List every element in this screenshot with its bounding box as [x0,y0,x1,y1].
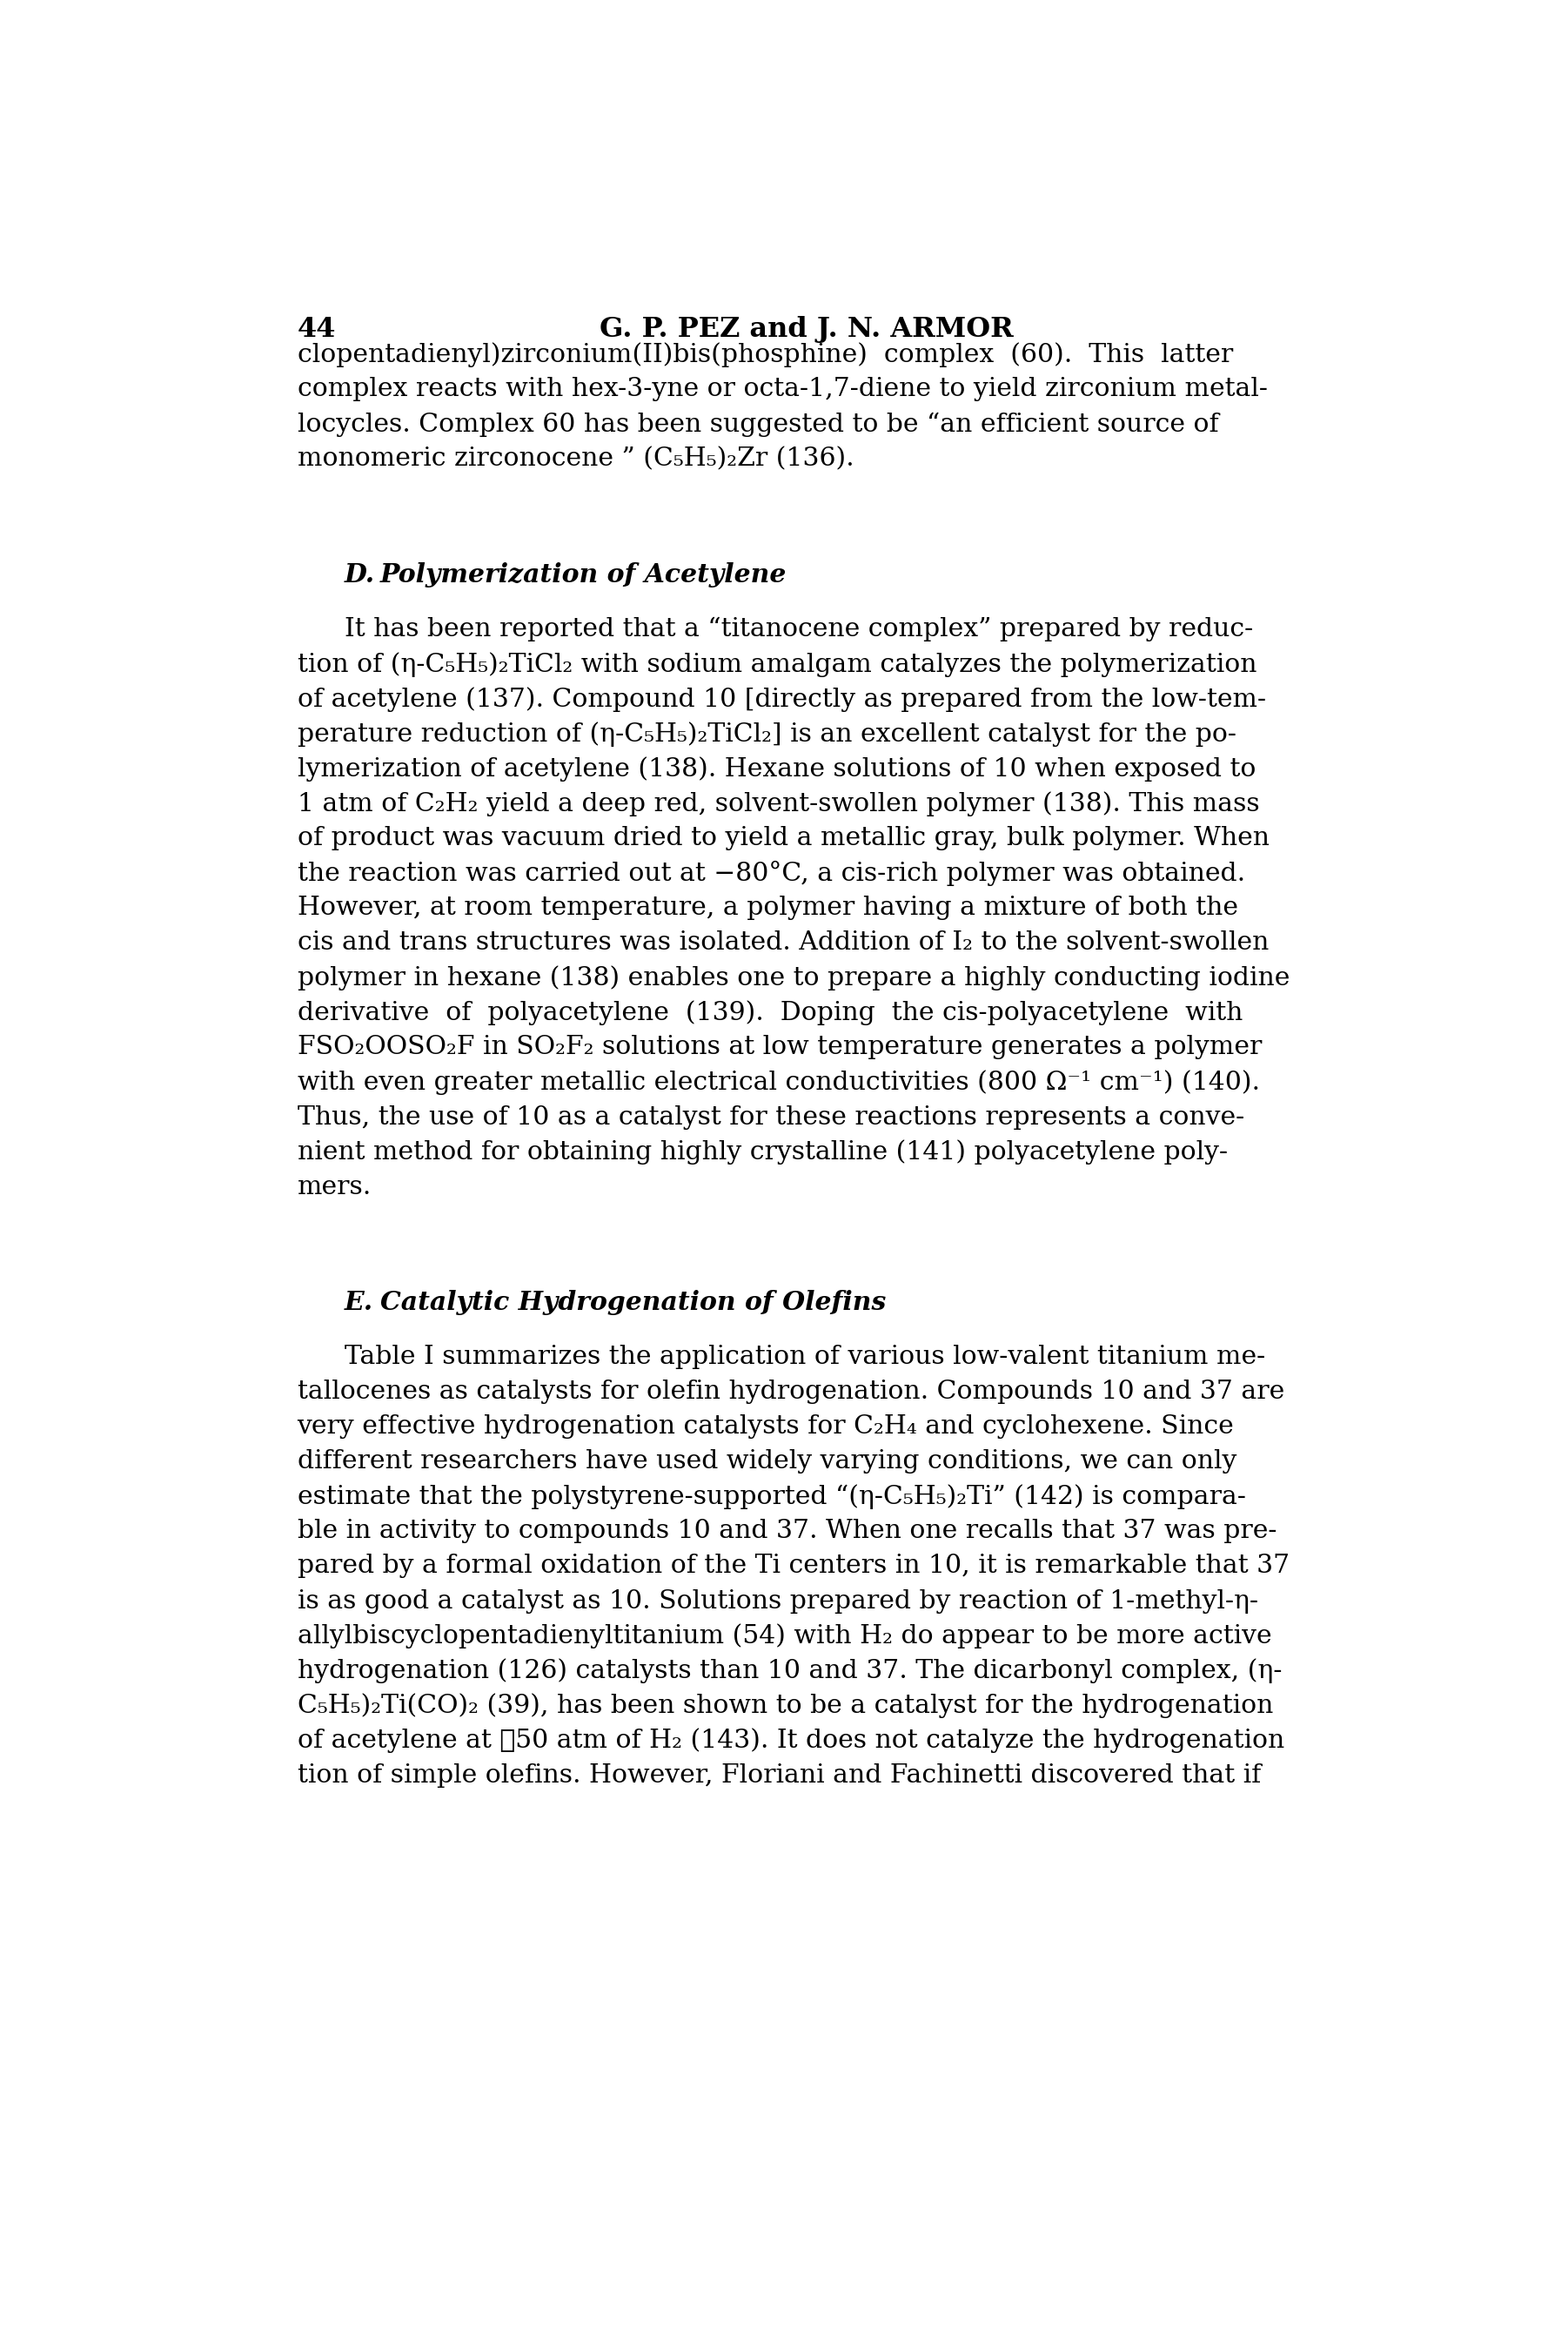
Text: perature reduction of (η-C₅H₅)₂TiCl₂] is an excellent catalyst for the po-: perature reduction of (η-C₅H₅)₂TiCl₂] is… [298,721,1236,747]
Text: mers.: mers. [298,1175,372,1198]
Text: of product was vacuum dried to yield a metallic gray, bulk polymer. When: of product was vacuum dried to yield a m… [298,827,1269,851]
Text: cis and trans structures was isolated. Addition of I₂ to the solvent-swollen: cis and trans structures was isolated. A… [298,931,1269,954]
Text: complex reacts with hex-3-yne or octa-1,7-diene to yield zirconium metal-: complex reacts with hex-3-yne or octa-1,… [298,376,1267,402]
Text: hydrogenation (126) catalysts than 10 and 37. The dicarbonyl complex, (η-: hydrogenation (126) catalysts than 10 an… [298,1659,1281,1683]
Text: ble in activity to compounds 10 and 37. When one recalls that 37 was pre-: ble in activity to compounds 10 and 37. … [298,1518,1276,1544]
Text: 44: 44 [298,315,336,343]
Text: estimate that the polystyrene-supported “(η-C₅H₅)₂Ti” (142) is compara-: estimate that the polystyrene-supported … [298,1485,1245,1509]
Text: It has been reported that a “titanocene complex” prepared by reduc-: It has been reported that a “titanocene … [345,618,1253,642]
Text: different researchers have used widely varying conditions, we can only: different researchers have used widely v… [298,1450,1236,1473]
Text: derivative  of  polyacetylene  (139).  Doping  the cis-polyacetylene  with: derivative of polyacetylene (139). Dopin… [298,1001,1242,1025]
Text: FSO₂OOSO₂F in SO₂F₂ solutions at low temperature generates a polymer: FSO₂OOSO₂F in SO₂F₂ solutions at low tem… [298,1036,1262,1060]
Text: G. P. PEZ and J. N. ARMOR: G. P. PEZ and J. N. ARMOR [599,315,1013,343]
Text: C₅H₅)₂Ti(CO)₂ (39), has been shown to be a catalyst for the hydrogenation: C₅H₅)₂Ti(CO)₂ (39), has been shown to be… [298,1694,1273,1718]
Text: polymer in hexane (138) enables one to prepare a highly conducting iodine: polymer in hexane (138) enables one to p… [298,966,1289,992]
Text: allylbiscyclopentadienyltitanium (54) with H₂ do appear to be more active: allylbiscyclopentadienyltitanium (54) wi… [298,1624,1272,1650]
Text: pared by a formal oxidation of the Ti centers in 10, it is remarkable that 37: pared by a formal oxidation of the Ti ce… [298,1553,1289,1579]
Text: of acetylene (137). Compound 10 [directly as prepared from the low-tem-: of acetylene (137). Compound 10 [directl… [298,686,1265,712]
Text: clopentadienyl)zirconium(II)bis(phosphine)  complex  (60).  This  latter: clopentadienyl)zirconium(II)bis(phosphin… [298,343,1232,367]
Text: the reaction was carried out at −80°C, a cis-rich polymer was obtained.: the reaction was carried out at −80°C, a… [298,860,1245,886]
Text: Table I summarizes the application of various low-valent titanium me-: Table I summarizes the application of va… [345,1344,1265,1370]
Text: is as good a catalyst as 10. Solutions prepared by reaction of 1-methyl-η-: is as good a catalyst as 10. Solutions p… [298,1589,1258,1612]
Text: Polymerization of Acetylene: Polymerization of Acetylene [381,562,787,588]
Text: of acetylene at ∲50 atm of H₂ (143). It does not catalyze the hydrogenation: of acetylene at ∲50 atm of H₂ (143). It … [298,1727,1284,1753]
Text: D.: D. [345,562,394,588]
Text: monomeric zirconocene ” (C₅H₅)₂Zr (136).: monomeric zirconocene ” (C₅H₅)₂Zr (136). [298,446,853,472]
Text: E.: E. [345,1290,392,1316]
Text: very effective hydrogenation catalysts for C₂H₄ and cyclohexene. Since: very effective hydrogenation catalysts f… [298,1415,1234,1438]
Text: lymerization of acetylene (138). Hexane solutions of 10 when exposed to: lymerization of acetylene (138). Hexane … [298,757,1256,783]
Text: Thus, the use of 10 as a catalyst for these reactions represents a conve-: Thus, the use of 10 as a catalyst for th… [298,1104,1243,1130]
Text: tion of simple olefins. However, Floriani and Fachinetti discovered that if: tion of simple olefins. However, Florian… [298,1762,1261,1788]
Text: tion of (η-C₅H₅)₂TiCl₂ with sodium amalgam catalyzes the polymerization: tion of (η-C₅H₅)₂TiCl₂ with sodium amalg… [298,651,1256,677]
Text: tallocenes as catalysts for olefin hydrogenation. Compounds 10 and 37 are: tallocenes as catalysts for olefin hydro… [298,1379,1284,1405]
Text: with even greater metallic electrical conductivities (800 Ω⁻¹ cm⁻¹) (140).: with even greater metallic electrical co… [298,1069,1259,1095]
Text: However, at room temperature, a polymer having a mixture of both the: However, at room temperature, a polymer … [298,895,1237,921]
Text: nient method for obtaining highly crystalline (141) polyacetylene poly-: nient method for obtaining highly crysta… [298,1140,1228,1166]
Text: Catalytic Hydrogenation of Olefins: Catalytic Hydrogenation of Olefins [381,1290,886,1316]
Text: 1 atm of C₂H₂ yield a deep red, solvent-swollen polymer (138). This mass: 1 atm of C₂H₂ yield a deep red, solvent-… [298,792,1259,815]
Text: locycles. Complex 60 has been suggested to be “an efficient source of: locycles. Complex 60 has been suggested … [298,411,1218,437]
